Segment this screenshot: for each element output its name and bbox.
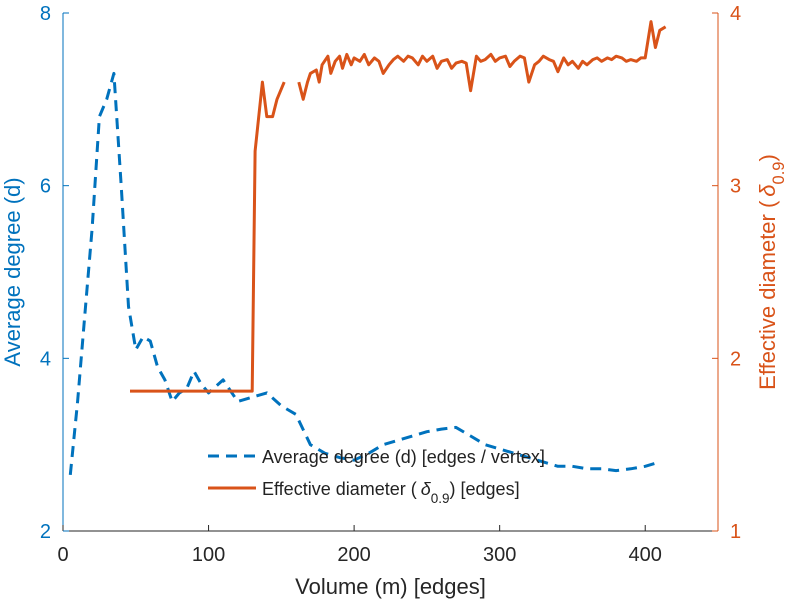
right-y-tick-label-4: 4 xyxy=(730,3,741,25)
right-y-tick-label-1: 1 xyxy=(730,521,741,543)
x-tick-label-0: 0 xyxy=(57,544,68,566)
legend: Average degree (d) [edges / vertex] Effec… xyxy=(208,447,545,506)
right-y-tick-label-2: 2 xyxy=(730,348,741,370)
x-tick-label-400: 400 xyxy=(629,544,662,566)
legend-label-1: Effective diameter (δ0.9) [edges] xyxy=(262,479,520,506)
average-degree-series-segment-0 xyxy=(68,71,661,476)
effective-diameter-series-segment-0 xyxy=(130,80,286,393)
axes-layer: 0 100 200 300 400 2 4 6 8 1 2 3 4 Volume (m) [edges] A… xyxy=(0,3,788,599)
left-y-axis-label: Average degree (d) xyxy=(0,177,25,366)
effective-diameter-series-segment-1 xyxy=(297,20,667,101)
left-y-tick-label-8: 8 xyxy=(40,3,51,25)
series-layer xyxy=(68,20,667,476)
x-tick-label-200: 200 xyxy=(337,544,370,566)
x-tick-label-100: 100 xyxy=(192,544,225,566)
right-y-axis-label: Effective diameter (δ0.9) xyxy=(755,154,788,390)
right-y-tick-label-3: 3 xyxy=(730,176,741,198)
left-y-tick-label-4: 4 xyxy=(40,348,51,370)
x-tick-label-300: 300 xyxy=(483,544,516,566)
x-axis-label: Volume (m) [edges] xyxy=(295,574,486,599)
left-y-tick-label-6: 6 xyxy=(40,176,51,198)
left-y-tick-label-2: 2 xyxy=(40,521,51,543)
legend-label-0: Average degree (d) [edges / vertex] xyxy=(262,447,545,467)
